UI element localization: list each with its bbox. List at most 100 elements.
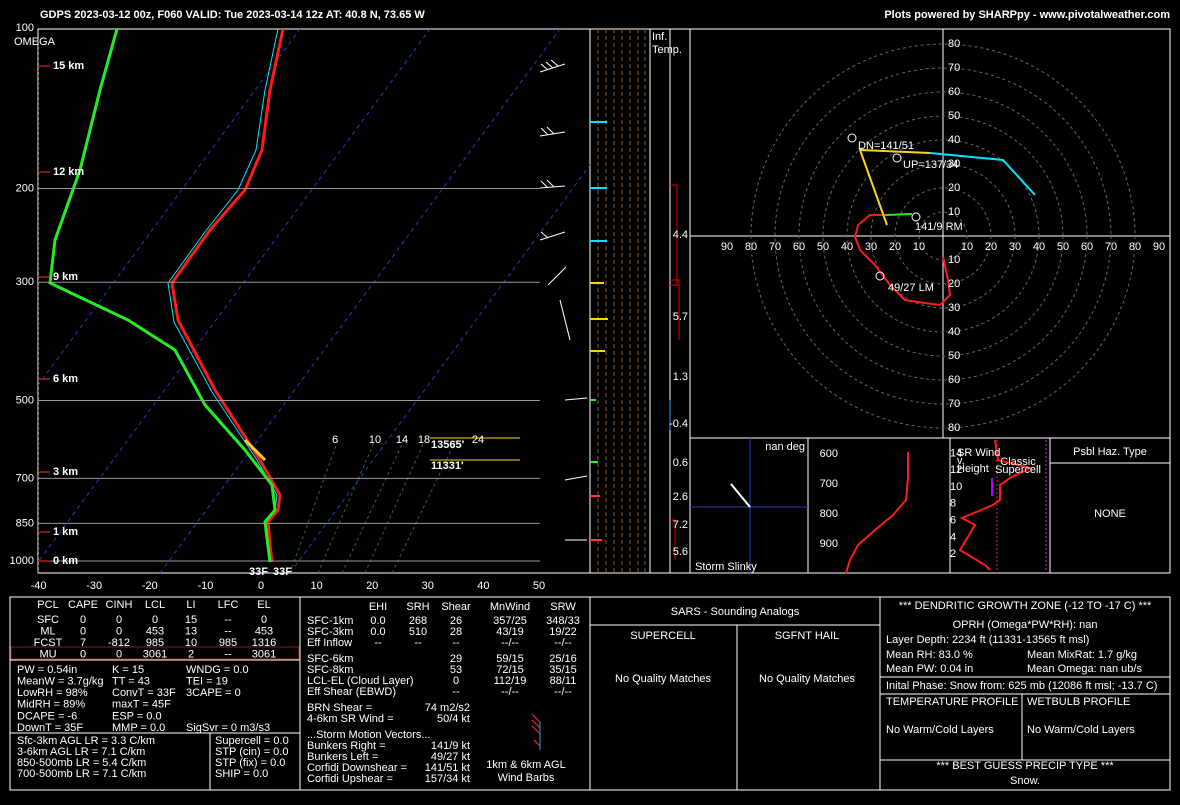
- hodo-trace: [858, 148, 931, 226]
- kin-cell: --/--: [501, 686, 519, 698]
- height-label: 15 km: [53, 60, 84, 72]
- hodo-x-label: 90: [721, 241, 733, 253]
- dgz-item: Mean Omega: nan ub/s: [1027, 663, 1142, 675]
- hodo-x-label: 20: [985, 241, 997, 253]
- hodo-x-label: 30: [865, 241, 877, 253]
- barb-icon: [531, 713, 541, 747]
- motion-label: Corfidi Upshear =: [307, 773, 393, 785]
- motion-value: 49/27 kt: [431, 751, 470, 763]
- dgz-oprh: OPRH (Omega*PW*RH): nan: [953, 619, 1098, 631]
- dgz-item: Mean RH: 83.0 %: [886, 649, 973, 661]
- kin-cell: 112/19: [494, 675, 527, 687]
- index: ConvT = 33F: [112, 687, 176, 699]
- hodo-x-label: 90: [1153, 241, 1165, 253]
- sr-height: 2: [950, 548, 956, 560]
- parcel-cell: 453: [146, 625, 164, 637]
- omega-label: OMEGA: [14, 36, 56, 48]
- dgz-bottom: 11331': [431, 460, 464, 472]
- parcel-cell: 2: [188, 648, 194, 660]
- sr-supercell: Supercell: [995, 464, 1041, 476]
- motion-title: ...Storm Motion Vectors...: [307, 729, 431, 741]
- dgz-item: Mean PW: 0.04 in: [886, 663, 973, 675]
- sr-wind-title: Height: [957, 463, 989, 475]
- parcel-cell: --: [224, 648, 232, 660]
- kin-cell: --: [452, 686, 460, 698]
- parcel-cell: 453: [255, 625, 273, 637]
- kin-header: EHI: [369, 601, 387, 613]
- hodo-x-label: 80: [1129, 241, 1141, 253]
- hodo-ring: [774, 67, 1112, 405]
- height-label: 6 km: [53, 373, 78, 385]
- sfc-dewpoint: 33F: [273, 566, 292, 578]
- index: TT = 43: [112, 676, 150, 688]
- hodo-ring-label: 60: [948, 374, 960, 386]
- sr-height: 10: [950, 481, 962, 493]
- parcel-cell: 0: [80, 625, 86, 637]
- temperature-label: 40: [477, 580, 489, 592]
- index: DCAPE = -6: [17, 710, 77, 722]
- hodo-x-label: 70: [769, 241, 781, 253]
- kin-cell: 268: [409, 615, 427, 627]
- hodo-ring-label: 20: [948, 278, 960, 290]
- parcel-cell: 0: [116, 625, 122, 637]
- kin-cell: Eff Shear (EBWD): [307, 686, 396, 698]
- parcel-cell: --: [224, 614, 232, 626]
- pressure-label: 100: [16, 22, 34, 34]
- dgz-phase: Inital Phase: Snow from: 625 mb (12086 f…: [886, 680, 1157, 692]
- inftemp-label: 7.2: [673, 519, 688, 531]
- motion-label: Corfidi Downshear =: [307, 762, 407, 774]
- pressure-label: 850: [16, 517, 34, 529]
- kin-cell: 348/33: [546, 615, 580, 627]
- kin-cell: Eff Inflow: [307, 637, 352, 649]
- kin-header: Shear: [441, 601, 471, 613]
- hodo-ring-label: 50: [948, 350, 960, 362]
- parcel-header: EL: [257, 599, 270, 611]
- inftemp-label: 2.6: [673, 491, 688, 503]
- kin-cell: --/--: [554, 686, 572, 698]
- index: K = 15: [112, 664, 144, 676]
- temperature-label: 10: [310, 580, 322, 592]
- parcel-cell: 7: [80, 637, 86, 649]
- dgz-item: Layer Depth: 2234 ft (11331-13565 ft msl…: [886, 634, 1089, 646]
- parcel-cell: 15: [185, 614, 197, 626]
- skewt-background: [38, 29, 590, 573]
- title: GDPS 2023-03-12 00z, F060 VALID: Tue 202…: [40, 9, 425, 21]
- parcel-cell: 0: [261, 614, 267, 626]
- parcel-cell: --: [224, 625, 232, 637]
- hodo-ring: [894, 187, 992, 285]
- pressure-label: 1000: [10, 555, 34, 567]
- parcel-cell: 3061: [252, 648, 276, 660]
- pressure-label: 700: [16, 472, 34, 484]
- inftemp-label: 5.6: [673, 546, 688, 558]
- motion-label: Bunkers Left =: [307, 751, 378, 763]
- hodo-ring-label: 30: [948, 302, 960, 314]
- parcel-header: LI: [186, 599, 195, 611]
- up-label: UP=137/34: [903, 159, 958, 171]
- storm-marker: [892, 153, 902, 163]
- mixing-ratio-label: 14: [396, 434, 408, 446]
- index: LowRH = 98%: [17, 687, 88, 699]
- hodo-ring: [750, 43, 1136, 429]
- barb-caption: Wind Barbs: [498, 772, 555, 784]
- parcel-cell: 13: [185, 625, 197, 637]
- index: SigSvr = 0 m3/s3: [186, 722, 270, 734]
- motion-label: Bunkers Right =: [307, 740, 386, 752]
- kin-cell: 43/19: [496, 626, 524, 638]
- kin-extra: 74 m2/s2: [425, 702, 470, 714]
- parcel-cell: 3061: [143, 648, 167, 660]
- kin-cell: --: [452, 637, 460, 649]
- sr-wind-title: SR Wind: [957, 447, 1000, 459]
- sr-height: 14: [950, 447, 962, 459]
- hodo-x-label: 80: [745, 241, 757, 253]
- kin-cell: 357/25: [493, 615, 527, 627]
- hodo-x-label: 70: [1105, 241, 1117, 253]
- storm-marker: [911, 212, 921, 222]
- temperature-label: -10: [197, 580, 213, 592]
- hodo-ring-label: 70: [948, 62, 960, 74]
- hazard-value: NONE: [1094, 508, 1126, 520]
- kin-cell: 29: [450, 653, 462, 665]
- sr-wind-plot: [958, 439, 1047, 573]
- hodo-trace: [884, 213, 913, 216]
